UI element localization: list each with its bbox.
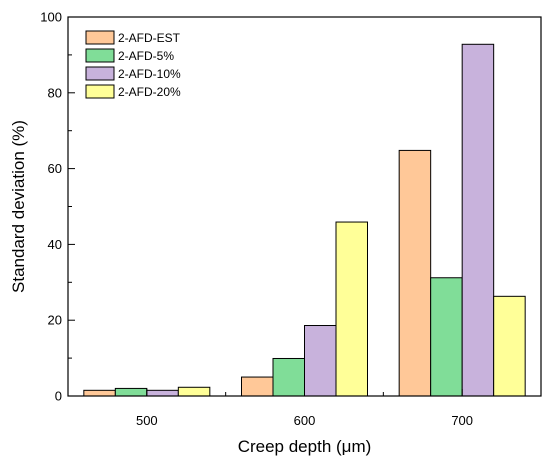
legend-label: 2-AFD-5% [118, 49, 174, 63]
bar-2-AFD-EST-600 [241, 376, 274, 397]
legend-swatch [85, 48, 115, 63]
bar-2-AFD-EST-700 [398, 149, 432, 397]
bar-2-AFD-5%-700 [430, 277, 463, 397]
y-tick-label: 60 [48, 161, 62, 176]
x-axis-title: Creep depth (μm) [238, 437, 372, 456]
bar-2-AFD-5%-500 [114, 387, 148, 397]
y-tick-label: 0 [55, 389, 62, 404]
legend-label: 2-AFD-10% [118, 67, 181, 81]
bar-2-AFD-10%-500 [146, 389, 179, 397]
y-tick-label: 20 [48, 313, 62, 328]
legend-label: 2-AFD-EST [118, 31, 181, 45]
bar-2-AFD-10%-700 [461, 43, 495, 397]
bar-2-AFD-20%-700 [493, 295, 526, 397]
y-tick-label: 100 [40, 10, 62, 25]
bar-2-AFD-20%-500 [177, 386, 211, 397]
bar-2-AFD-EST-500 [83, 389, 116, 397]
ticks-layer: 0 20 40 60 80 100 500 600 700 [40, 10, 473, 429]
legend-swatch [85, 66, 115, 81]
x-tick-label: 600 [294, 413, 316, 428]
y-tick-label: 40 [48, 237, 62, 252]
bar-2-AFD-5%-600 [272, 357, 305, 397]
bar-2-AFD-10%-600 [304, 325, 337, 397]
legend-swatch [85, 30, 115, 45]
y-tick-label: 80 [48, 85, 62, 100]
bars-layer [83, 43, 526, 397]
x-tick-label: 500 [136, 413, 158, 428]
legend-swatch [85, 84, 115, 99]
legend: 2-AFD-EST 2-AFD-5% 2-AFD-10% 2-AFD-20% [85, 30, 181, 99]
x-tick-label: 700 [451, 413, 473, 428]
bar-2-AFD-20%-600 [335, 221, 368, 397]
y-axis-title: Standard deviation (%) [9, 120, 28, 293]
legend-label: 2-AFD-20% [118, 85, 181, 99]
